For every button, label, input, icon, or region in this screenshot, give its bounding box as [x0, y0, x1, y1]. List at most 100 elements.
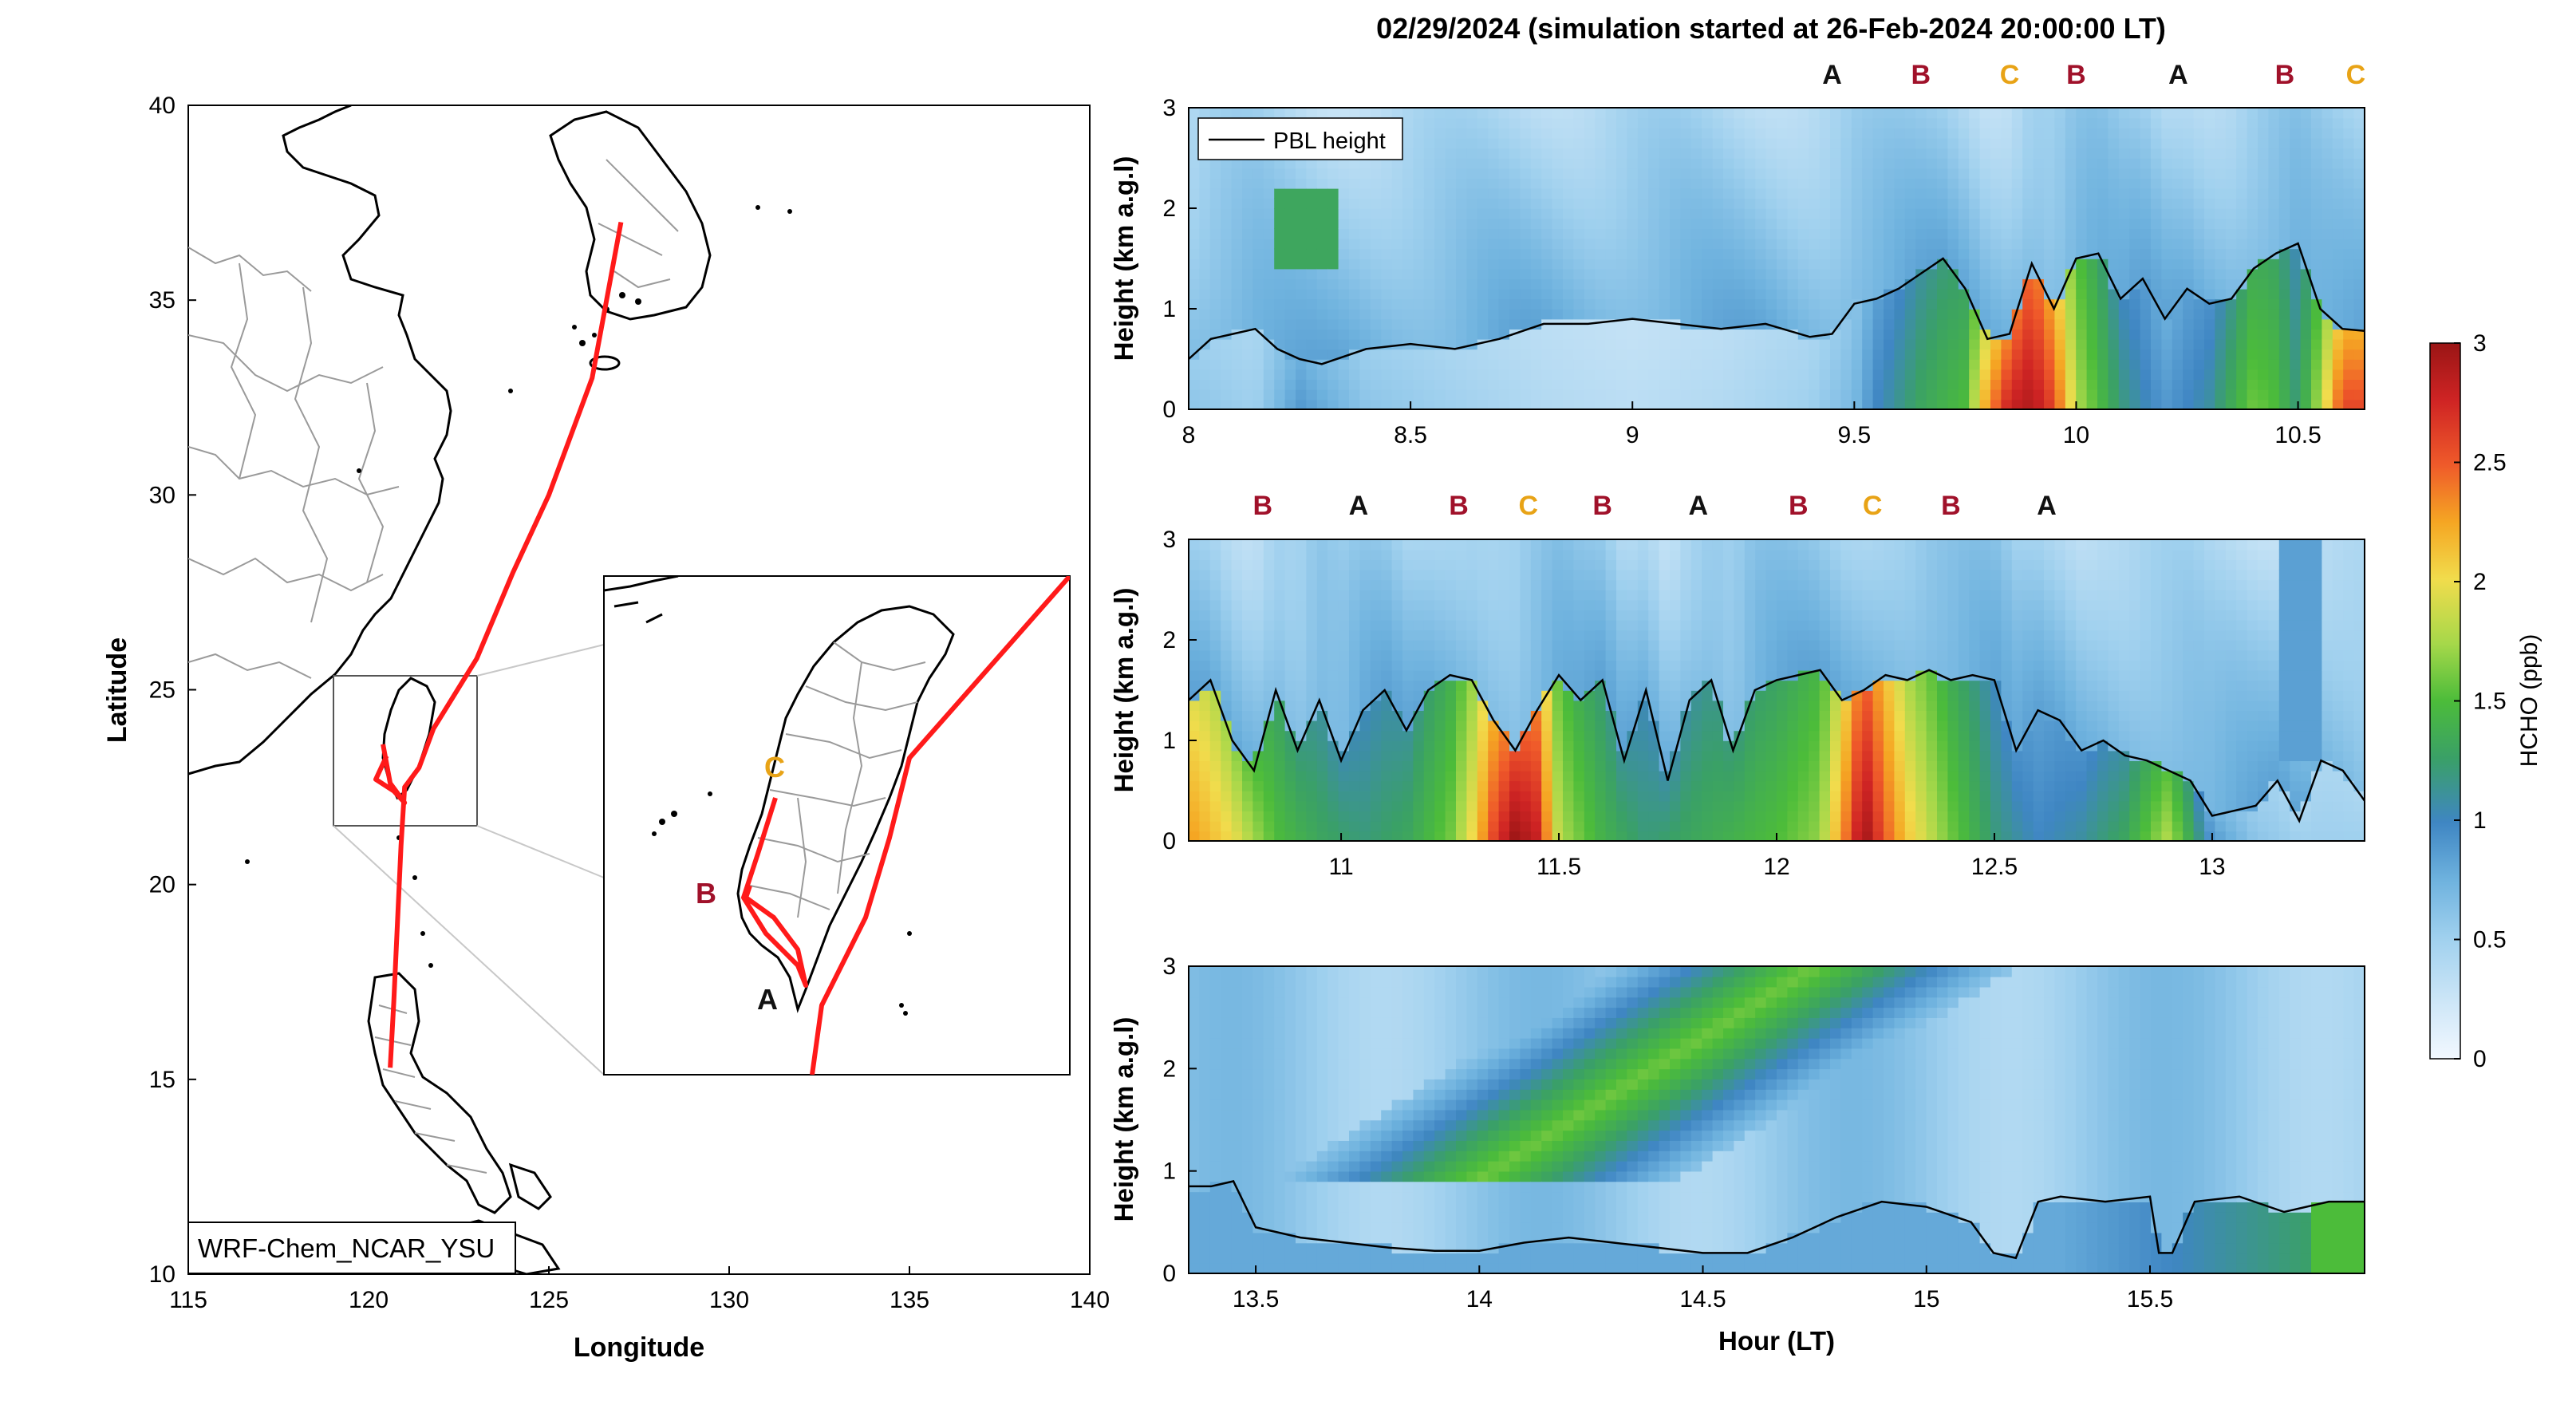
heatmap-cell: [1894, 298, 1906, 310]
heatmap-cell: [1434, 539, 1446, 551]
heatmap-cell: [1402, 590, 1414, 601]
heatmap-cell: [1616, 359, 1628, 370]
heatmap-cell: [1680, 740, 1692, 752]
heatmap-cell: [2011, 259, 2023, 270]
heatmap-cell: [1595, 117, 1607, 128]
heatmap-cell: [1413, 831, 1425, 841]
heatmap-cell: [1402, 710, 1414, 721]
heatmap-cell: [1434, 187, 1446, 199]
heatmap-cell: [1734, 800, 1746, 811]
heatmap-cell: [1391, 338, 1403, 350]
heatmap-cell: [1541, 108, 1553, 119]
heatmap-cell: [2001, 208, 2013, 219]
heatmap-cell: [1402, 770, 1414, 782]
heatmap-cell: [1734, 187, 1746, 199]
heatmap-cell: [1381, 820, 1393, 832]
heatmap-cell: [1915, 389, 1927, 401]
heatmap-cell: [1530, 248, 1542, 259]
heatmap-cell: [2278, 298, 2290, 310]
heatmap-cell: [1819, 298, 1831, 310]
heatmap-cell: [1648, 760, 1660, 772]
heatmap-cell: [1755, 369, 1767, 380]
heatmap-cell: [1926, 369, 1938, 380]
heatmap-cell: [2044, 259, 2056, 270]
heatmap-cell: [1616, 599, 1628, 610]
heatmap-cell: [1723, 800, 1735, 811]
heatmap-cell: [1316, 259, 1328, 270]
heatmap-cell: [1477, 569, 1489, 581]
heatmap-cell: [1958, 329, 1970, 340]
heatmap-cell: [1734, 248, 1746, 259]
heatmap-cell: [1563, 640, 1575, 651]
map-y-tick-label: 15: [149, 1067, 176, 1093]
heatmap-cell: [1231, 820, 1243, 832]
heatmap-cell: [1680, 359, 1692, 370]
heatmap-cell: [1690, 198, 1702, 209]
heatmap-cell: [1637, 539, 1649, 551]
heatmap-cell: [1627, 198, 1639, 209]
heatmap-cell: [1520, 158, 1532, 169]
heatmap-cell: [2161, 359, 2173, 370]
heatmap-cell: [1349, 168, 1361, 179]
heatmap-cell: [1894, 137, 1906, 149]
heatmap-cell: [1370, 248, 1382, 259]
heatmap-cell: [1306, 298, 1318, 310]
heatmap-cell: [1466, 610, 1478, 621]
heatmap-cell: [2322, 278, 2333, 290]
heatmap-cell: [2247, 228, 2258, 239]
heatmap-cell: [2097, 349, 2109, 360]
heatmap-cell: [1552, 198, 1564, 209]
heatmap-cell: [2343, 178, 2355, 189]
heatmap-cell: [1926, 238, 1938, 250]
heatmap-cell: [1702, 831, 1714, 841]
heatmap-cell: [2118, 158, 2130, 169]
heatmap-cell: [1573, 820, 1585, 832]
heatmap-cell: [1274, 379, 1286, 390]
heatmap-cell: [1680, 128, 1692, 139]
heatmap-cell: [1702, 649, 1714, 661]
heatmap-cell: [1338, 208, 1350, 219]
heatmap-cell: [1979, 359, 1991, 370]
heatmap-cell: [1488, 168, 1500, 179]
heatmap-cell: [1605, 278, 1617, 290]
heatmap-cell: [1690, 309, 1702, 320]
heatmap-cell: [1413, 811, 1425, 822]
heatmap-cell: [1263, 309, 1275, 320]
heatmap-cell: [1958, 198, 1970, 209]
heatmap-cell: [1252, 630, 1264, 641]
heatmap-cell: [1338, 338, 1350, 350]
heatmap-cell: [1605, 298, 1617, 310]
heatmap-cell: [1391, 309, 1403, 320]
heatmap-cell: [1670, 228, 1682, 239]
heatmap-cell: [1616, 117, 1628, 128]
heatmap-cell: [1477, 379, 1489, 390]
heatmap-cell: [1862, 238, 1874, 250]
heatmap-cell: [1680, 549, 1692, 560]
heatmap-cell: [1316, 218, 1328, 229]
heatmap-cell: [1296, 178, 1308, 189]
heatmap-cell: [2322, 379, 2333, 390]
heatmap-cell: [1851, 108, 1863, 119]
heatmap-cell: [1402, 539, 1414, 551]
heatmap-cell: [1979, 168, 1991, 179]
heatmap-cell: [1231, 218, 1243, 229]
heatmap-cell: [1221, 750, 1233, 761]
heatmap-cell: [1712, 579, 1724, 590]
heatmap-cell: [1445, 338, 1457, 350]
heatmap-cell: [1209, 579, 1221, 590]
heatmap-cell: [1947, 359, 1959, 370]
luzon-coastline: [367, 972, 512, 1214]
zoom-line-bottom: [333, 825, 605, 1076]
heatmap-cell: [1434, 309, 1446, 320]
heatmap-cell: [1466, 760, 1478, 772]
heatmap-cell: [1466, 750, 1478, 761]
heatmap-cell: [2290, 268, 2302, 279]
heatmap-cell: [1520, 700, 1532, 711]
heatmap-cell: [1670, 198, 1682, 209]
heatmap-cell: [2140, 228, 2152, 239]
heatmap-cell: [1423, 248, 1435, 259]
heatmap-cell: [2097, 288, 2109, 300]
heatmap-cell: [1498, 168, 1510, 179]
heatmap-cell: [1530, 369, 1542, 380]
heatmap-cell: [1423, 780, 1435, 791]
